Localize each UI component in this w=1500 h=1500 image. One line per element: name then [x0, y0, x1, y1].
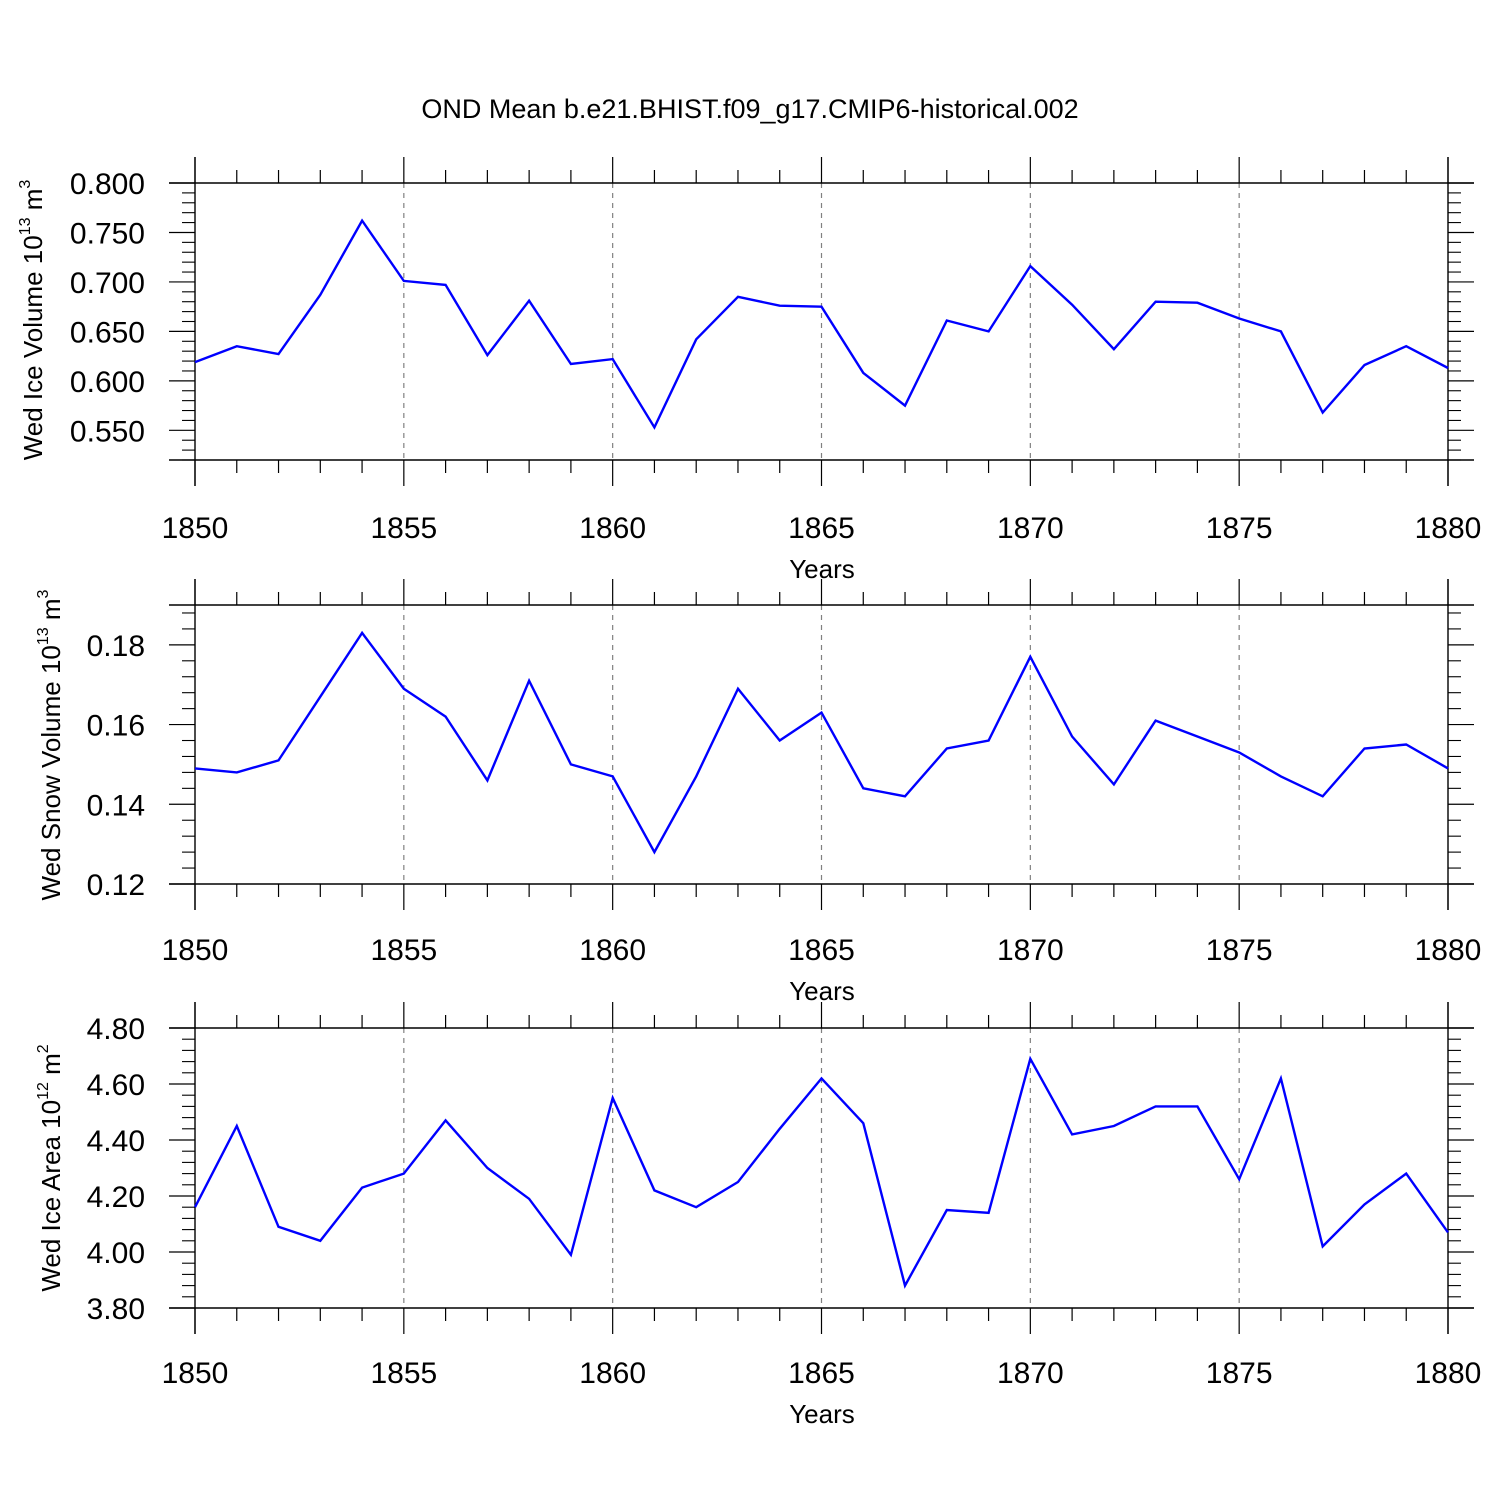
- x-tick-label: 1875: [1206, 1357, 1273, 1390]
- ice-area-panel: Wed Ice Area 1012 m2 Years 1850 1855 1860 1…: [35, 1002, 1481, 1429]
- snow-volume-panel: Wed Snow Volume 1013 m3 Years 1850 1855 18…: [35, 579, 1481, 1006]
- x-tick-label: 1850: [162, 512, 229, 545]
- y-tick-label: 4.80: [87, 1013, 145, 1046]
- x-tick-label: 1870: [997, 512, 1064, 545]
- y-tick-label: 0.800: [70, 168, 145, 201]
- snow-volume-y-label: Wed Snow Volume 1013 m3: [35, 589, 66, 900]
- x-tick-label: 1880: [1415, 934, 1482, 967]
- x-tick-label: 1880: [1415, 512, 1482, 545]
- ice-volume-y-label: Wed Ice Volume 1013 m3: [17, 180, 48, 461]
- x-tick-label: 1850: [162, 934, 229, 967]
- y-tick-label: 0.700: [70, 267, 145, 300]
- x-tick-label: 1875: [1206, 512, 1273, 545]
- y-tick-label: 0.14: [87, 789, 145, 822]
- y-tick-label: 4.20: [87, 1181, 145, 1214]
- ice-volume-panel: Wed Ice Volume 1013 m3 Years 1850 1855 186…: [17, 157, 1481, 584]
- ice-area-y-label: Wed Ice Area 1012 m2: [35, 1044, 66, 1291]
- y-tick-label: 0.12: [87, 869, 145, 902]
- y-tick-label: 0.18: [87, 630, 145, 663]
- x-tick-label: 1880: [1415, 1357, 1482, 1390]
- ice-area-x-label: Years: [789, 1399, 855, 1429]
- x-tick-label: 1860: [579, 934, 646, 967]
- x-tick-label: 1870: [997, 934, 1064, 967]
- data-line: [194, 630, 1449, 855]
- x-tick-label: 1865: [788, 1357, 855, 1390]
- y-tick-label: 0.550: [70, 415, 145, 448]
- x-tick-label: 1870: [997, 1357, 1064, 1390]
- x-tick-label: 1860: [579, 1357, 646, 1390]
- x-tick-label: 1865: [788, 934, 855, 967]
- snow-volume-x-label: Years: [789, 976, 855, 1006]
- y-tick-label: 0.750: [70, 217, 145, 250]
- x-tick-label: 1850: [162, 1357, 229, 1390]
- x-tick-label: 1855: [370, 934, 437, 967]
- x-tick-label: 1860: [579, 512, 646, 545]
- x-tick-label: 1855: [370, 1357, 437, 1390]
- data-line: [193, 1055, 1449, 1289]
- y-tick-label: 0.16: [87, 710, 145, 743]
- y-tick-label: 0.600: [70, 366, 145, 399]
- y-tick-label: 0.650: [70, 316, 145, 349]
- y-tick-label: 4.60: [87, 1069, 145, 1102]
- y-tick-label: 4.40: [87, 1125, 145, 1158]
- chart-title: OND Mean b.e21.BHIST.f09_g17.CMIP6-histo…: [421, 94, 1078, 124]
- x-tick-label: 1855: [370, 512, 437, 545]
- y-tick-label: 3.80: [87, 1293, 145, 1326]
- x-tick-label: 1875: [1206, 934, 1273, 967]
- data-line: [194, 218, 1449, 430]
- x-tick-label: 1865: [788, 512, 855, 545]
- y-tick-label: 4.00: [87, 1237, 145, 1270]
